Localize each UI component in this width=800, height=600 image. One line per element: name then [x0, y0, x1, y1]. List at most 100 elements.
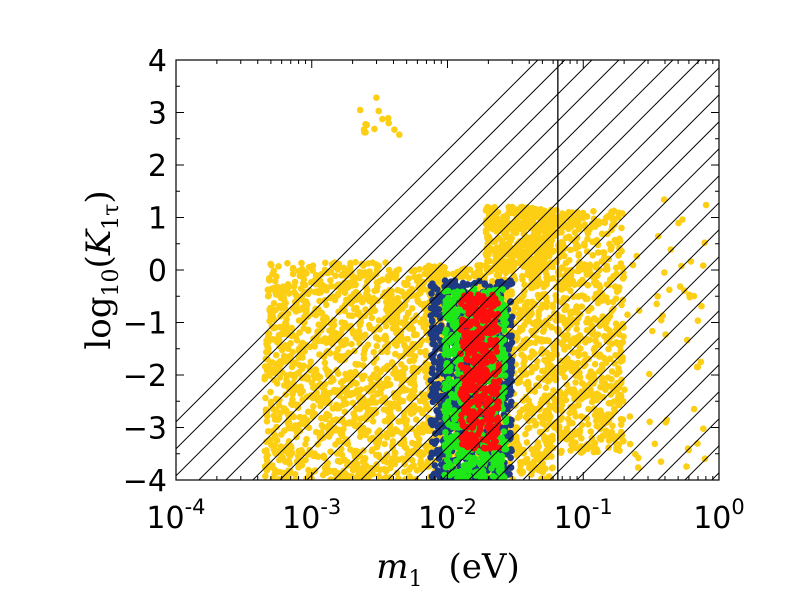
data-point — [515, 328, 523, 336]
data-point — [412, 312, 420, 320]
data-point — [605, 399, 613, 407]
data-point — [466, 454, 474, 461]
data-point — [629, 261, 637, 269]
data-point — [351, 453, 359, 461]
data-point — [620, 273, 628, 281]
data-point — [505, 221, 513, 229]
data-point — [270, 412, 278, 419]
data-point — [294, 452, 302, 460]
data-point — [540, 433, 548, 440]
data-point — [619, 210, 626, 217]
data-point — [553, 206, 560, 214]
data-point — [307, 392, 315, 399]
data-point — [290, 413, 298, 421]
data-point — [323, 469, 331, 477]
data-point — [518, 307, 526, 315]
data-point — [612, 439, 620, 447]
data-point — [575, 225, 583, 233]
data-point — [291, 471, 299, 478]
data-point — [419, 462, 427, 469]
data-point — [350, 390, 358, 398]
data-point — [376, 277, 383, 285]
data-point — [534, 259, 542, 266]
data-point — [341, 408, 349, 416]
data-point — [261, 375, 269, 383]
data-point — [280, 469, 287, 477]
data-point — [567, 246, 574, 254]
data-point — [368, 314, 376, 322]
data-point — [381, 475, 388, 480]
data-point — [659, 312, 666, 320]
data-point — [539, 367, 546, 375]
data-point — [531, 388, 539, 395]
data-point — [494, 209, 502, 216]
data-point — [370, 359, 377, 366]
data-point — [476, 459, 484, 467]
data-point — [598, 230, 606, 238]
data-point — [523, 264, 530, 271]
data-point — [380, 406, 388, 413]
data-point — [611, 360, 618, 367]
data-point — [269, 476, 276, 480]
data-point — [678, 262, 685, 270]
data-point — [507, 402, 514, 409]
data-point — [566, 257, 573, 264]
data-point — [270, 300, 278, 307]
data-point — [619, 296, 627, 304]
data-point — [534, 273, 542, 281]
data-point — [437, 421, 445, 428]
data-point — [302, 456, 309, 464]
data-point — [440, 267, 447, 274]
data-point — [544, 321, 551, 328]
data-point — [363, 404, 371, 411]
data-point — [320, 390, 328, 397]
data-point — [549, 275, 557, 282]
data-point — [502, 445, 510, 453]
data-point — [398, 361, 405, 368]
data-point — [422, 349, 429, 356]
data-point — [405, 309, 412, 316]
data-point — [334, 370, 342, 378]
data-point — [356, 106, 364, 114]
data-point — [469, 461, 476, 468]
data-point — [390, 370, 397, 377]
data-point — [503, 228, 510, 235]
data-point — [286, 469, 294, 477]
data-point — [573, 325, 580, 333]
data-point — [606, 327, 613, 334]
data-point — [593, 261, 600, 268]
data-point — [608, 222, 616, 229]
data-point — [567, 447, 574, 454]
data-point — [317, 337, 325, 344]
data-point — [607, 412, 615, 420]
data-point — [533, 358, 541, 365]
data-point — [425, 262, 433, 270]
data-point — [597, 393, 604, 401]
data-point — [649, 327, 656, 335]
data-point — [301, 414, 308, 421]
data-point — [276, 374, 284, 381]
data-point — [497, 473, 505, 480]
data-point — [494, 451, 501, 459]
data-point — [575, 333, 582, 341]
data-point — [519, 371, 526, 379]
data-point — [587, 428, 595, 435]
data-point — [524, 254, 531, 261]
data-point — [614, 287, 621, 295]
data-point — [356, 321, 364, 329]
data-point — [601, 254, 608, 261]
data-point — [541, 410, 549, 418]
data-point — [500, 428, 508, 435]
data-point — [444, 309, 452, 317]
data-point — [596, 368, 603, 375]
data-point — [524, 425, 531, 432]
data-point — [293, 433, 300, 441]
data-point — [540, 326, 548, 333]
data-point — [270, 376, 278, 384]
data-point — [539, 418, 546, 426]
data-point — [361, 457, 368, 465]
data-point — [589, 252, 596, 259]
data-point — [540, 376, 548, 383]
data-point — [341, 289, 349, 297]
data-point — [585, 405, 592, 413]
